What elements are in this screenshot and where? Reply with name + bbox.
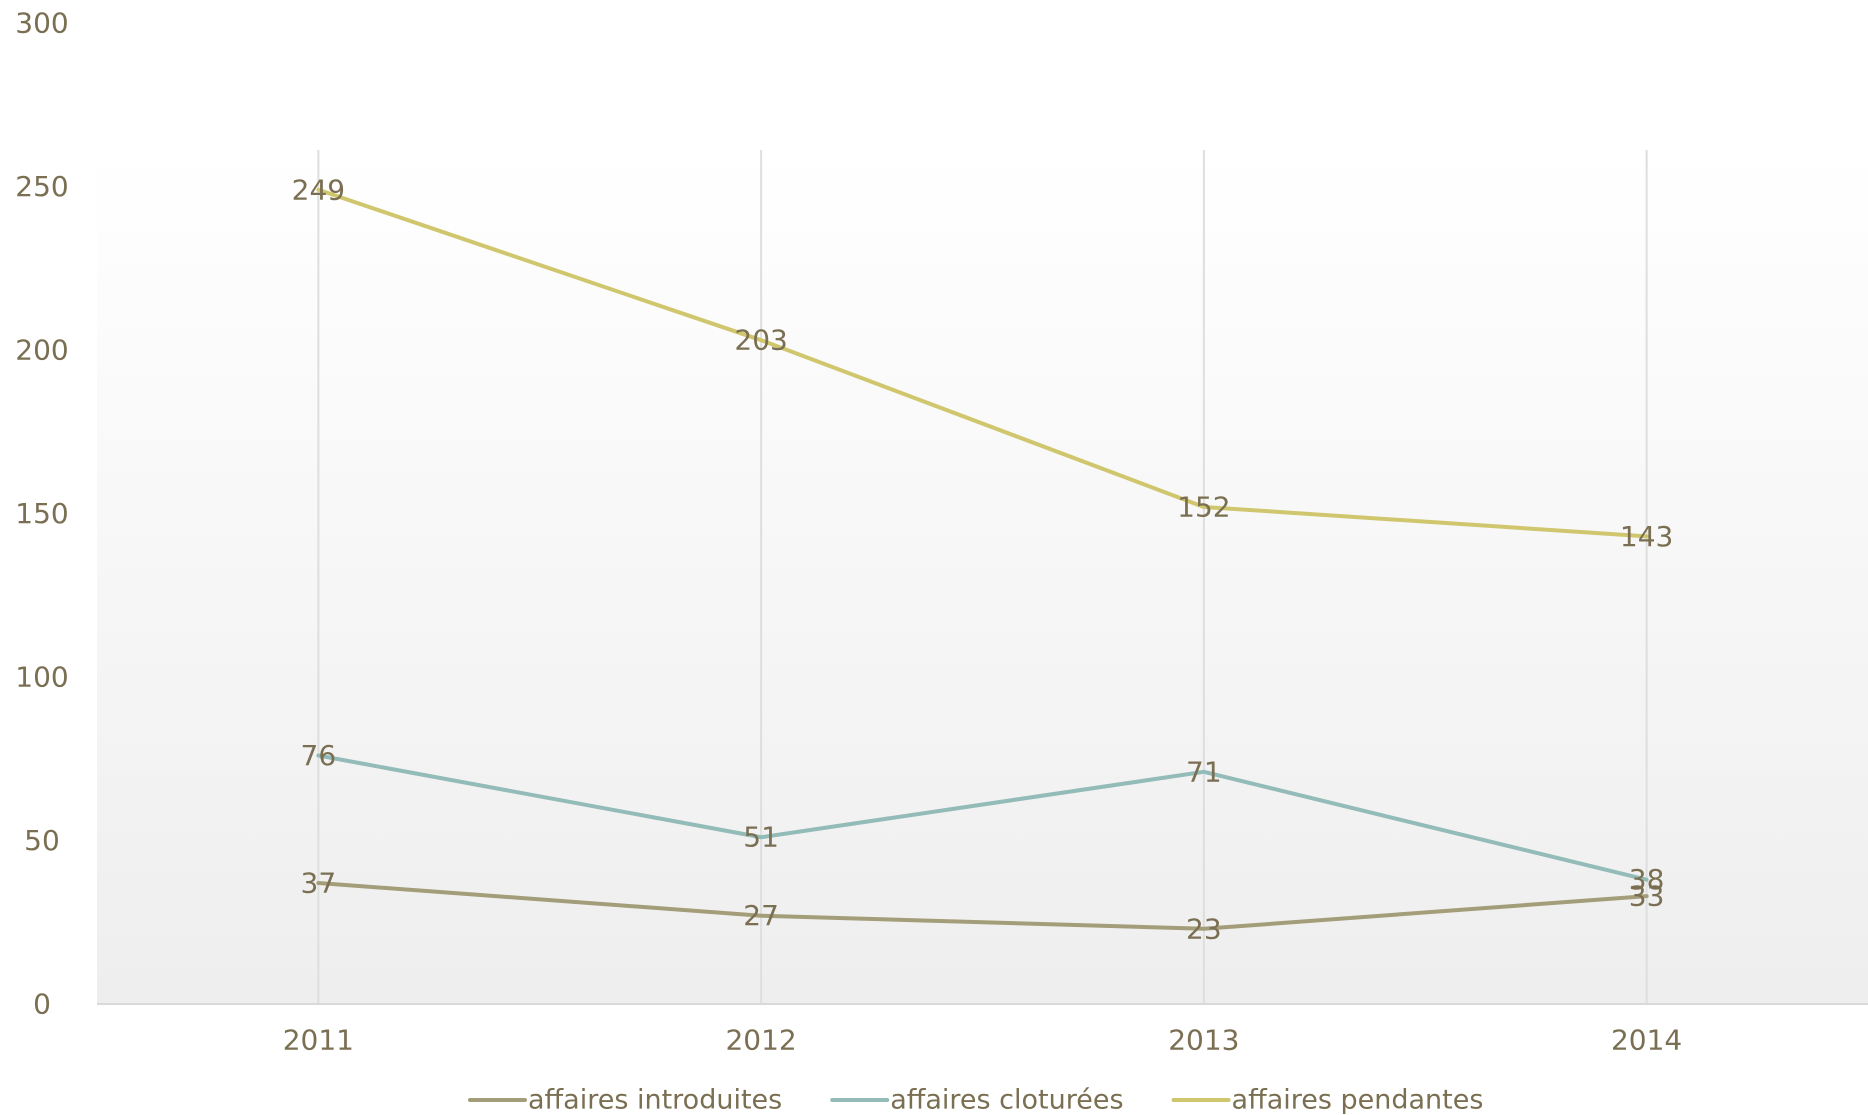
data-label: 27	[743, 899, 779, 932]
data-label: 71	[1186, 755, 1222, 788]
plot-background	[97, 150, 1868, 1004]
x-axis-tick-labels: 2011 2012 2013 2014	[283, 1024, 1683, 1057]
series-line	[316, 881, 1649, 931]
x-tick-label: 2014	[1611, 1024, 1682, 1057]
y-tick-label: 100	[15, 661, 68, 694]
y-tick-label: 300	[15, 7, 68, 40]
y-tick-label: 50	[24, 824, 60, 857]
legend-label: affaires cloturées	[890, 1085, 1123, 1115]
data-label: 249	[292, 173, 345, 206]
legend-label: affaires pendantes	[1232, 1085, 1484, 1115]
x-tick-label: 2011	[283, 1024, 354, 1057]
y-axis-tick-labels: 0 50 100 150 200 250 300	[15, 7, 68, 1021]
data-label: 76	[301, 739, 337, 772]
series-line	[316, 753, 1649, 882]
data-label: 203	[734, 324, 787, 357]
legend-label: affaires introduites	[528, 1085, 782, 1115]
y-tick-label: 150	[15, 497, 68, 530]
y-tick-label: 200	[15, 334, 68, 367]
x-tick-label: 2012	[725, 1024, 796, 1057]
data-label: 33	[1629, 880, 1665, 913]
gridlines	[317, 150, 1648, 1004]
legend: affaires introduites affaires cloturées af…	[468, 1085, 1484, 1115]
series-line	[316, 187, 1649, 539]
data-label: 152	[1177, 490, 1230, 523]
data-label: 37	[301, 867, 337, 900]
y-tick-label: 0	[33, 988, 51, 1021]
x-tick-label: 2013	[1168, 1024, 1239, 1057]
data-label: 51	[743, 821, 779, 854]
y-tick-label: 250	[15, 170, 68, 203]
series-lines	[316, 187, 1649, 931]
data-label: 143	[1620, 520, 1673, 553]
data-labels: 37 27 23 33 76 51 71 38 249 203 152 143	[292, 173, 1674, 945]
data-label: 38	[1629, 863, 1665, 896]
data-label: 23	[1186, 912, 1222, 945]
